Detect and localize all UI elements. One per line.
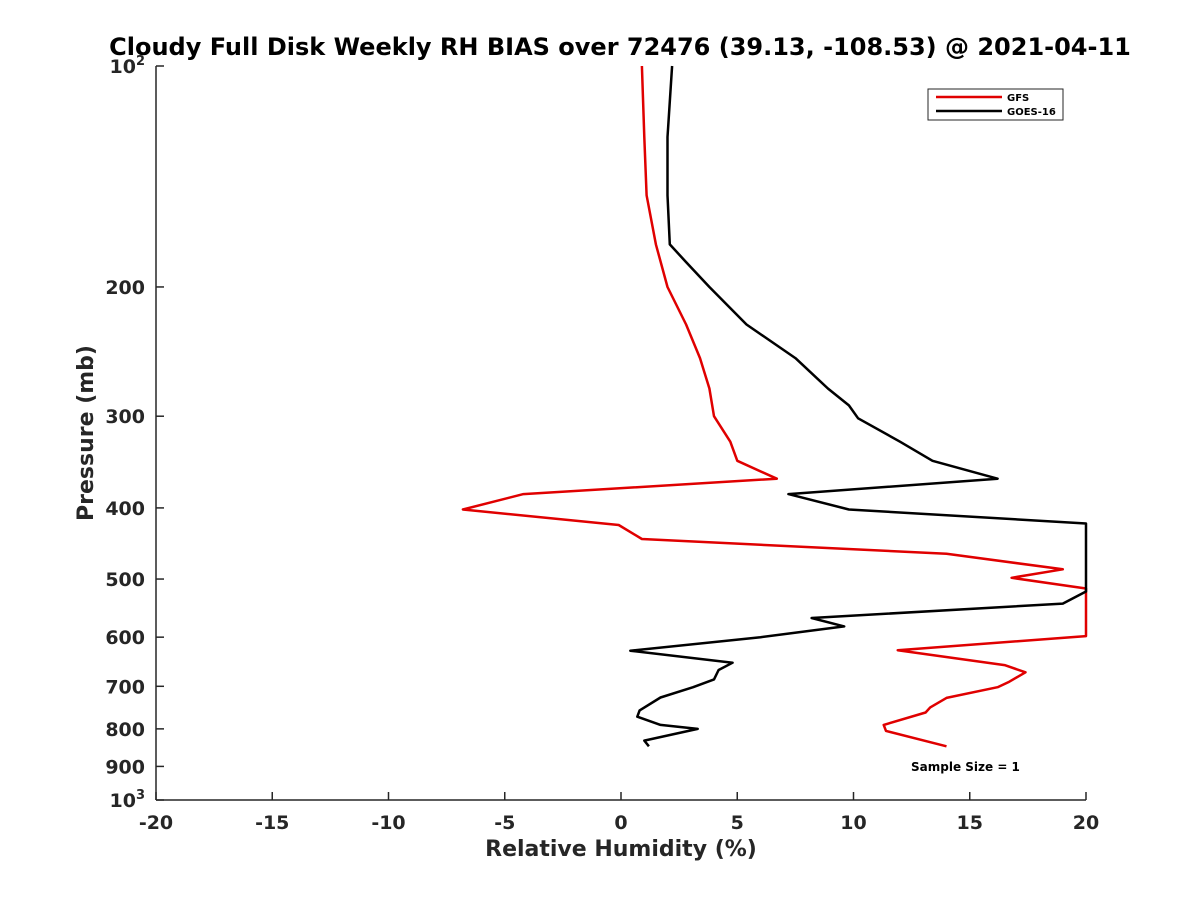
y-tick-label: 600	[105, 627, 145, 649]
x-tick-label: -20	[139, 812, 173, 834]
series-layer	[461, 65, 1088, 748]
plot-area: -20 -15 -10 -5 0 5 10 15 20 102 200 300 400 500 600 70…	[105, 54, 1099, 834]
x-tick-label: 20	[1073, 812, 1099, 834]
y-tick-label: 400	[105, 498, 145, 520]
y-tick-label: 102	[110, 54, 146, 78]
y-tick-label: 700	[105, 676, 145, 698]
x-tick-label: 5	[731, 812, 744, 834]
sample-size-annotation: Sample Size = 1	[911, 760, 1020, 774]
y-tick-label: 900	[105, 756, 145, 778]
y-tick-label: 103	[110, 788, 146, 812]
legend-label-gfs: GFS	[1007, 93, 1029, 104]
legend-box	[927, 88, 1064, 121]
x-tick-label: -15	[255, 812, 289, 834]
chart-title: Cloudy Full Disk Weekly RH BIAS over 724…	[109, 33, 1131, 61]
y-axis-label: Pressure (mb)	[74, 345, 99, 521]
x-tick-label: 10	[840, 812, 866, 834]
y-tick-label: 300	[105, 406, 145, 428]
x-axis-label: Relative Humidity (%)	[485, 837, 757, 862]
x-tick-label: 15	[957, 812, 983, 834]
legend: GFS GOES-16	[927, 88, 1064, 121]
y-tick-label: 800	[105, 719, 145, 741]
y-tick-label: 200	[105, 277, 145, 299]
x-tick-label: -10	[371, 812, 405, 834]
x-tick-label: 0	[614, 812, 627, 834]
y-tick-label: 500	[105, 569, 145, 591]
y-ticks: 102 200 300 400 500 600 700 800 900 103	[105, 54, 164, 812]
x-tick-label: -5	[494, 812, 515, 834]
series-line-goes16	[629, 65, 1088, 748]
x-ticks: -20 -15 -10 -5 0 5 10 15 20	[139, 792, 1099, 834]
series-line-gfs	[461, 65, 1088, 748]
legend-label-goes16: GOES-16	[1007, 107, 1056, 118]
